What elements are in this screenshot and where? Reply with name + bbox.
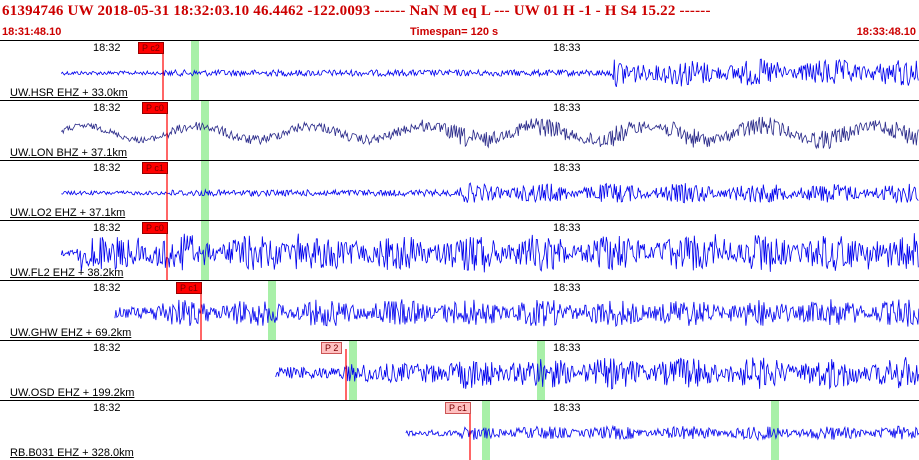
channel-label: UW.FL2 EHZ + 38.2km: [10, 267, 124, 279]
phase-pick-flag[interactable]: P c0: [142, 102, 168, 114]
time-tick-label: 18:32: [93, 162, 121, 174]
analysis-window: [191, 41, 199, 100]
time-tick-label: 18:32: [93, 402, 121, 414]
trace-canvas: [60, 221, 919, 280]
channel-label: UW.HSR EHZ + 33.0km: [10, 87, 128, 99]
trace-canvas: [114, 281, 919, 340]
waveform-line: [405, 424, 919, 442]
start-time: 18:31:48.10: [2, 26, 62, 38]
time-tick-label: 18:33: [553, 162, 581, 174]
channel-label: UW.LO2 EHZ + 37.1km: [10, 207, 126, 219]
phase-pick-flag[interactable]: P 2: [321, 342, 343, 354]
waveform-line: [60, 116, 919, 150]
trace-panel[interactable]: 18:32 18:33 P c0 UW.FL2 EHZ + 38.2km: [0, 220, 919, 280]
trace-panel[interactable]: 18:32 18:33 P c1 UW.GHW EHZ + 69.2km: [0, 280, 919, 340]
trace-canvas: [60, 41, 919, 100]
analysis-window: [537, 341, 545, 400]
time-tick-label: 18:32: [93, 222, 121, 234]
time-tick-label: 18:32: [93, 102, 121, 114]
trace-panel[interactable]: 18:32 18:33 P c2 UW.HSR EHZ + 33.0km: [0, 40, 919, 100]
phase-pick-flag[interactable]: P c1: [445, 402, 471, 414]
time-tick-label: 18:32: [93, 282, 121, 294]
channel-label: UW.GHW EHZ + 69.2km: [10, 327, 132, 339]
trace-canvas: [60, 101, 919, 160]
waveform-line: [114, 299, 919, 327]
waveform-line: [60, 233, 919, 273]
trace-panel[interactable]: 18:32 18:33 P c1 RB.B031 EHZ + 328.0km: [0, 400, 919, 460]
trace-panel[interactable]: 18:32 18:33 P c1 UW.LO2 EHZ + 37.1km: [0, 160, 919, 220]
trace-panel[interactable]: 18:32 18:33 P 2 UW.OSD EHZ + 199.2km: [0, 340, 919, 400]
trace-panel[interactable]: 18:32 18:33 P c0 UW.LON BHZ + 37.1km: [0, 100, 919, 160]
phase-pick-flag[interactable]: P c0: [142, 222, 168, 234]
channel-label: UW.LON BHZ + 37.1km: [10, 147, 128, 159]
analysis-window: [771, 401, 779, 460]
channel-label: RB.B031 EHZ + 328.0km: [10, 447, 134, 459]
time-tick-label: 18:32: [93, 342, 121, 354]
header-bar: 61394746 UW 2018-05-31 18:32:03.10 46.44…: [0, 0, 919, 40]
time-tick-label: 18:33: [553, 402, 581, 414]
analysis-window: [201, 101, 209, 160]
time-tick-label: 18:33: [553, 282, 581, 294]
time-tick-label: 18:32: [93, 42, 121, 54]
trace-canvas: [405, 401, 919, 460]
phase-pick-flag[interactable]: P c1: [176, 282, 202, 294]
trace-canvas: [275, 341, 919, 400]
time-tick-label: 18:33: [553, 222, 581, 234]
event-title: 61394746 UW 2018-05-31 18:32:03.10 46.44…: [2, 3, 711, 19]
waveform-line: [60, 58, 919, 88]
analysis-window: [268, 281, 276, 340]
channel-label: UW.OSD EHZ + 199.2km: [10, 387, 135, 399]
time-tick-label: 18:33: [553, 42, 581, 54]
waveform-line: [61, 182, 919, 204]
analysis-window: [201, 221, 209, 280]
waveform-line: [275, 357, 919, 390]
phase-pick-flag[interactable]: P c1: [142, 162, 168, 174]
seismogram-traces[interactable]: 18:32 18:33 P c2 UW.HSR EHZ + 33.0km 18:32 18…: [0, 40, 919, 460]
phase-pick-flag[interactable]: P c2: [138, 42, 164, 54]
end-time: 18:33:48.10: [856, 26, 916, 38]
timespan-label: Timespan= 120 s: [410, 26, 499, 38]
time-tick-label: 18:33: [553, 102, 581, 114]
time-tick-label: 18:33: [553, 342, 581, 354]
trace-canvas: [61, 161, 919, 220]
